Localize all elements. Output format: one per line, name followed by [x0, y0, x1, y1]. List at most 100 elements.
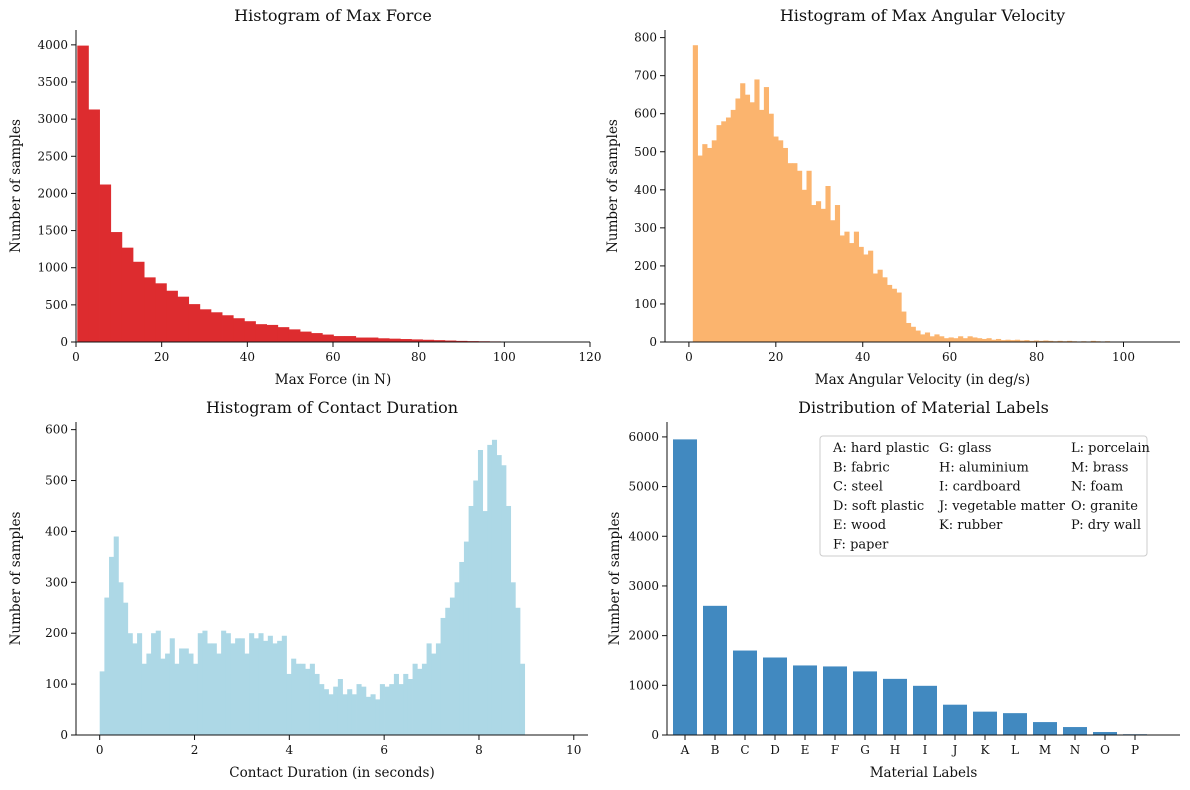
histogram-bar — [342, 694, 348, 735]
histogram-bar — [361, 686, 367, 735]
chart-title: Histogram of Max Angular Velocity — [780, 6, 1065, 25]
x-tick-label: 0 — [685, 350, 693, 364]
histogram-bar — [759, 109, 765, 342]
category-bar-g — [853, 671, 877, 735]
histogram-bar — [375, 699, 381, 735]
histogram-bar — [496, 455, 502, 735]
histogram-bar — [1043, 340, 1049, 342]
histogram-bar — [463, 541, 470, 735]
histogram-bar — [858, 246, 864, 342]
histogram-bar — [183, 648, 189, 735]
histogram-bar — [449, 597, 455, 735]
category-bar-m — [1033, 722, 1057, 735]
category-bars — [673, 439, 1147, 735]
histogram-bar — [127, 633, 133, 735]
category-bar-d — [763, 657, 787, 735]
x-tick-label: 0 — [96, 743, 104, 757]
histogram-bar — [948, 337, 954, 342]
y-tick-label: 400 — [45, 524, 68, 538]
histogram-bar — [272, 643, 278, 735]
histogram-bar — [1090, 340, 1096, 342]
histogram-bar — [417, 668, 423, 735]
histogram-bar — [801, 189, 807, 342]
histogram-bar — [109, 556, 115, 735]
histogram-bar — [939, 336, 945, 342]
x-tick-label: E — [801, 743, 810, 757]
x-tick-label: 100 — [493, 350, 516, 364]
histogram-bar — [188, 653, 194, 735]
histogram-bar — [433, 340, 446, 342]
category-bar-h — [883, 678, 907, 735]
histogram-bar — [995, 338, 1002, 342]
x-tick-label: 6 — [380, 743, 388, 757]
histogram-bar — [263, 640, 269, 735]
y-tick-label: 100 — [45, 677, 68, 691]
histogram-bar — [1048, 340, 1054, 342]
histogram-bar — [811, 205, 817, 342]
histogram-bar — [333, 336, 345, 342]
histogram-bar — [177, 296, 190, 342]
category-bar-n — [1063, 727, 1087, 735]
x-axis-label: Max Angular Velocity (in deg/s) — [815, 372, 1030, 388]
histogram-bar — [118, 582, 124, 735]
histogram-bar — [697, 155, 703, 342]
category-bar-c — [733, 650, 757, 735]
histogram-bar — [887, 284, 893, 342]
y-tick-label: 700 — [634, 69, 657, 83]
histogram-bar — [981, 338, 987, 342]
histogram-bar — [123, 602, 129, 735]
y-tick-label: 3000 — [628, 579, 659, 593]
histogram-bar — [962, 338, 968, 342]
y-tick-label: 2000 — [628, 629, 659, 643]
x-tick-label: F — [831, 743, 839, 757]
histogram-bar — [702, 144, 708, 342]
histogram-bar — [151, 633, 157, 735]
histogram-bar — [1057, 340, 1063, 342]
x-tick-label: N — [1070, 743, 1081, 757]
category-bar-a — [673, 439, 697, 735]
chart-title: Distribution of Material Labels — [798, 398, 1049, 417]
legend-entry: L: porcelain — [1071, 441, 1151, 456]
histogram-bar — [477, 449, 484, 735]
legend-box — [819, 435, 1148, 557]
histogram-bar — [155, 630, 161, 735]
category-bar-o — [1093, 732, 1117, 735]
category-bar-i — [913, 685, 937, 735]
histogram-bar — [707, 147, 713, 342]
histogram-bar — [295, 663, 301, 735]
legend-entry: D: soft plastic — [833, 499, 924, 514]
histogram-bar — [440, 617, 446, 735]
histogram-bar — [806, 170, 812, 342]
histogram-bar — [853, 231, 860, 342]
histogram-bar — [222, 315, 234, 342]
histogram-bar — [314, 673, 320, 735]
x-tick-label: P — [1131, 743, 1139, 757]
y-tick-label: 1000 — [37, 261, 68, 275]
x-tick-label: 20 — [154, 350, 169, 364]
histogram-bar — [882, 277, 888, 342]
histogram-bar — [515, 607, 521, 735]
histogram-bar — [160, 658, 166, 735]
panel-max-force: Histogram of Max Force Max Force (in N) Nu… — [8, 6, 601, 388]
histogram-bar — [1019, 340, 1025, 342]
histogram-bar — [121, 247, 134, 342]
histogram-bar — [141, 663, 147, 735]
histogram-bar — [319, 684, 325, 735]
legend: A: hard plastic B: fabric C: steel D: soft … — [819, 435, 1151, 557]
histogram-bars — [77, 45, 524, 342]
histogram-bar — [1029, 340, 1035, 342]
histogram-bar — [501, 465, 507, 735]
histogram-bar — [1005, 339, 1011, 342]
histogram-bar — [830, 220, 836, 342]
histogram-bar — [721, 121, 727, 342]
histogram-bar — [355, 337, 368, 342]
y-tick-label: 300 — [45, 575, 68, 589]
histogram-bars — [99, 439, 526, 735]
histogram-bar — [137, 633, 143, 735]
histogram-bar — [468, 505, 474, 735]
legend-entry: C: steel — [833, 480, 883, 495]
x-tick-label: I — [923, 743, 928, 757]
x-tick-label: H — [890, 743, 900, 757]
chart-title: Histogram of Max Force — [234, 6, 432, 25]
